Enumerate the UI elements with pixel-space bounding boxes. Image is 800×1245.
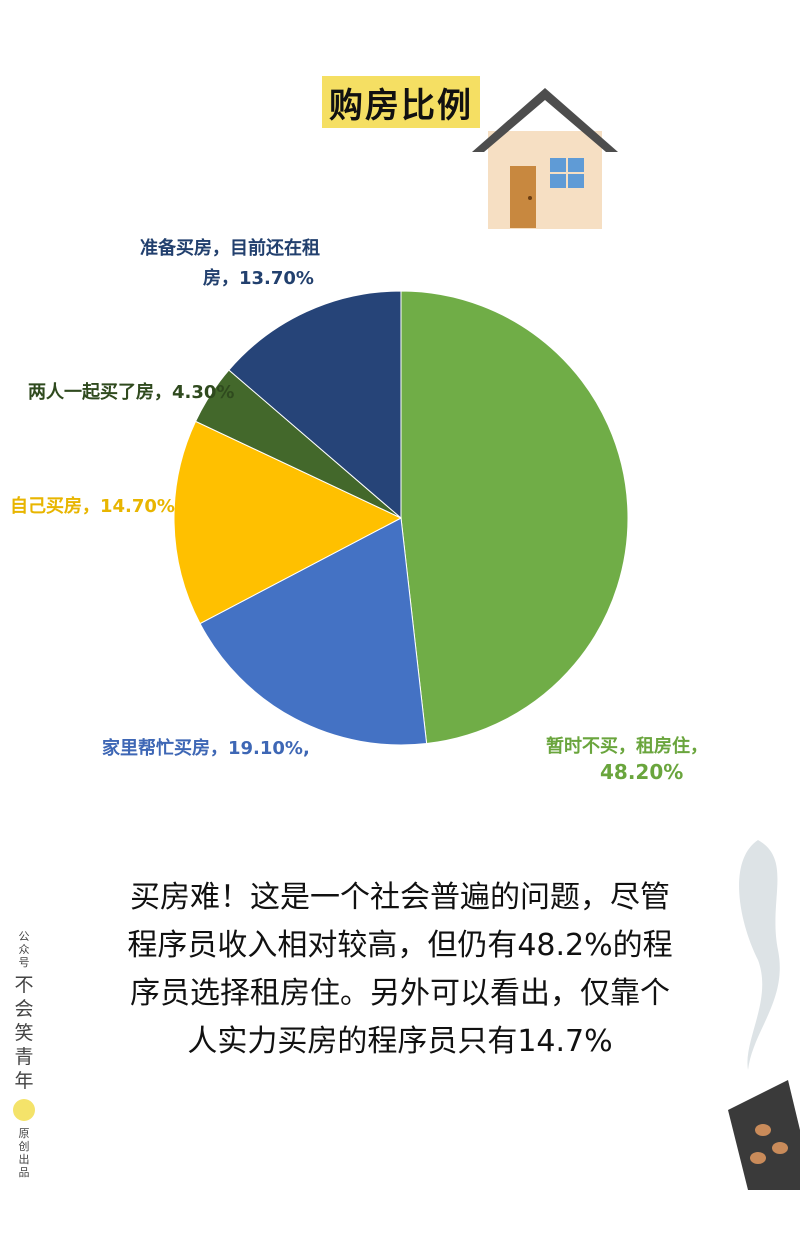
value-slice-together: 4.30% bbox=[172, 382, 235, 403]
caption-line: 人实力买房的程序员只有14.7% bbox=[187, 1024, 613, 1059]
label-slice-family: 家里帮忙买房，19.10%, bbox=[102, 738, 310, 759]
watermark: 公众号 不会笑青年 原创出品 bbox=[8, 930, 40, 1179]
watermark-bottom: 原创出品 bbox=[18, 1127, 30, 1179]
slice-planning bbox=[228, 290, 402, 520]
label-slice-planning: 准备买房，目前还在租 bbox=[140, 238, 320, 259]
chart-title: 购房比例 bbox=[329, 85, 473, 126]
caption-paragraph: 买房难！这是一个社会普遍的问题，尽管 程序员收入相对较高，但仍有48.2%的程 … bbox=[80, 874, 720, 1066]
pie-chart bbox=[173, 290, 629, 746]
watermark-top: 公众号 bbox=[18, 930, 30, 969]
slice-self bbox=[173, 420, 403, 625]
house-icon bbox=[472, 88, 618, 229]
value-slice-planning: 13.70% bbox=[239, 268, 314, 289]
label-slice-together: 两人一起买了房，4.30% bbox=[28, 382, 235, 403]
smiley-icon bbox=[13, 1099, 35, 1121]
watermark-name: 不会笑青年 bbox=[14, 974, 34, 1092]
slice-rent bbox=[400, 290, 629, 745]
label-slice-self: 自己买房，14.70% bbox=[10, 496, 175, 517]
value-slice-self: 14.70% bbox=[100, 496, 175, 517]
slice-family bbox=[199, 517, 428, 746]
label-slice-rent: 暂时不买，租房住， bbox=[546, 736, 708, 757]
label-slice-planning-line2: 房，13.70% bbox=[203, 268, 314, 289]
caption-line: 程序员收入相对较高，但仍有48.2%的程 bbox=[127, 928, 673, 963]
incense-smoke-icon bbox=[728, 840, 800, 1190]
value-slice-family: 19.10%, bbox=[228, 738, 310, 759]
value-slice-rent: 48.20% bbox=[600, 760, 684, 784]
caption-line: 买房难！这是一个社会普遍的问题，尽管 bbox=[130, 880, 670, 915]
chart-title-banner: 购房比例 bbox=[322, 76, 480, 128]
caption-line: 序员选择租房住。另外可以看出，仅靠个 bbox=[130, 976, 670, 1011]
